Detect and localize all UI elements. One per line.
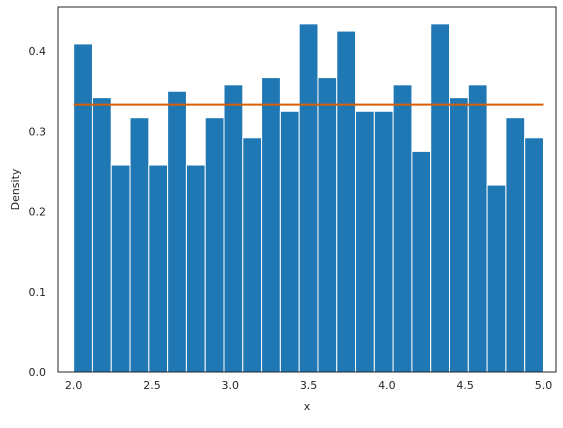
histogram-bar: [204, 117, 225, 373]
x-tick-label: 5.0: [535, 379, 553, 392]
x-tick-label: 2.0: [65, 379, 83, 392]
histogram-bar: [373, 110, 394, 373]
histogram-bar: [129, 117, 150, 373]
histogram-bar: [298, 23, 319, 373]
y-axis-ticks: 0.0 0.1 0.2 0.3 0.4: [29, 45, 47, 379]
x-tick-label: 4.0: [378, 379, 396, 392]
histogram-bar: [467, 84, 488, 373]
histogram-bar: [223, 84, 244, 373]
plot-frame: [57, 6, 557, 373]
x-axis-label: x: [304, 400, 311, 413]
x-tick-label: 2.5: [143, 379, 161, 392]
histogram-bar: [486, 184, 507, 373]
histogram-bar: [411, 150, 432, 373]
histogram-bar: [167, 90, 187, 373]
histogram-bar: [242, 137, 263, 373]
histogram-bar: [317, 77, 338, 373]
y-tick-label: 0.2: [29, 206, 47, 219]
x-tick-label: 4.5: [456, 379, 474, 392]
x-tick-label: 3.0: [222, 379, 240, 392]
x-axis-ticks: 2.0 2.5 3.0 3.5 4.0 4.5 5.0: [65, 379, 552, 392]
histogram-bar: [110, 164, 131, 373]
histogram-bar: [185, 164, 206, 373]
x-tick-label: 3.5: [300, 379, 318, 392]
histogram-bar: [430, 23, 451, 373]
y-tick-label: 0.3: [29, 125, 47, 138]
y-tick-label: 0.0: [29, 366, 47, 379]
histogram-bar: [279, 110, 300, 373]
histogram-bar: [261, 77, 281, 373]
histogram-bars: [73, 23, 544, 373]
histogram-bar: [505, 117, 526, 373]
histogram-bar: [91, 97, 112, 373]
histogram-bar: [336, 30, 357, 373]
histogram-bar: [73, 43, 93, 373]
y-tick-label: 0.1: [29, 286, 47, 299]
histogram-bar: [355, 110, 375, 373]
histogram-bar: [148, 164, 169, 373]
y-axis-label: Density: [9, 168, 22, 210]
y-tick-label: 0.4: [29, 45, 47, 58]
histogram-bar: [392, 84, 413, 373]
histogram-bar: [449, 97, 469, 373]
histogram-bar: [524, 137, 544, 373]
